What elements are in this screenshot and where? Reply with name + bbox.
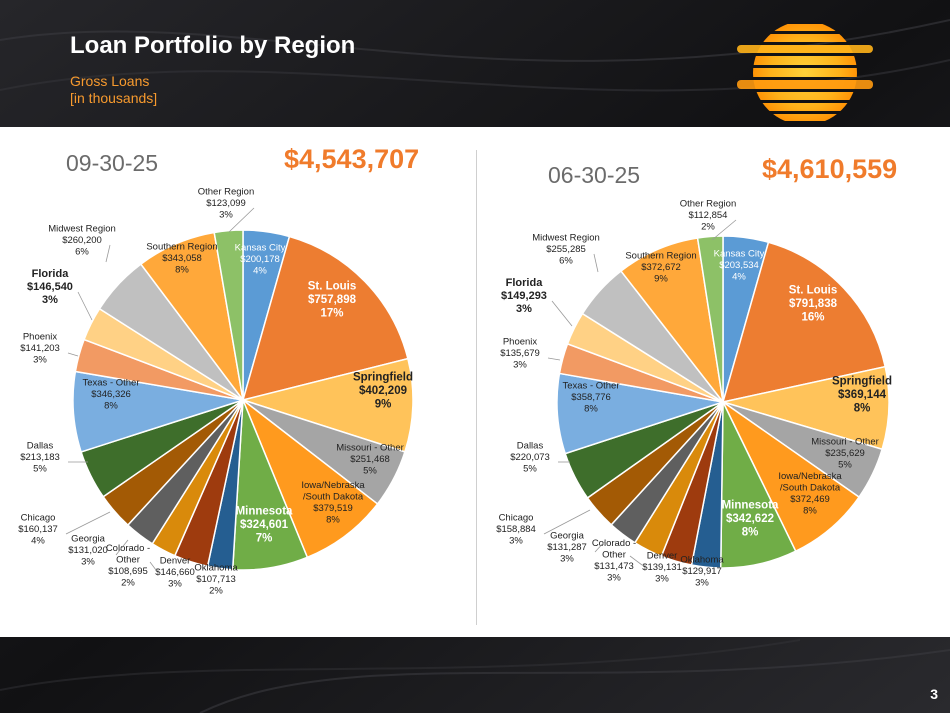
- page-subtitle: Gross Loans [in thousands]: [70, 73, 157, 107]
- slice-label-southern-region: Southern Region $372,672 9%: [625, 251, 696, 285]
- slice-label-colorado-other: Colorado -Other $108,695 2%: [106, 543, 150, 589]
- slice-label-springfield: Springfield $402,209 9%: [353, 372, 413, 411]
- slice-label-denver: Denver $146,660 3%: [155, 556, 195, 590]
- slice-label-oklahoma: Oklahoma $129,917 3%: [680, 555, 724, 589]
- slice-label-georgia: Georgia $131,287 3%: [547, 531, 587, 565]
- leader-line: [594, 539, 607, 553]
- slice-label-colorado-other: Colorado -Other $131,473 3%: [592, 538, 636, 584]
- slice-label-missouri-other: Missouri - Other $251,468 5%: [336, 443, 404, 477]
- slice-label-minnesota: Minnesota $324,601 7%: [236, 506, 293, 545]
- leader-line: [593, 253, 599, 273]
- slice-label-minnesota: Minnesota $342,622 8%: [722, 500, 779, 539]
- slice-label-st-louis: St. Louis $757,898 17%: [308, 281, 357, 320]
- leader-line: [543, 509, 591, 535]
- slice-label-phoenix: Phoenix $135,679 3%: [500, 337, 540, 371]
- slice-label-denver: Denver $139,131 3%: [642, 551, 682, 585]
- slice-label-chicago: Chicago $158,884 3%: [496, 513, 536, 547]
- slice-label-missouri-other: Missouri - Other $235,629 5%: [811, 437, 879, 471]
- chart-2-date: 06-30-25: [548, 162, 641, 188]
- leader-line: [629, 555, 643, 566]
- slice-label-southern-region: Southern Region $343,058 8%: [146, 242, 217, 276]
- slice-label-midwest-region: Midwest Region $255,285 6%: [532, 233, 600, 267]
- chart-1-date: 09-30-25: [66, 150, 159, 176]
- leader-line: [551, 300, 573, 327]
- slice-label-st-louis: St. Louis $791,838 16%: [789, 285, 838, 324]
- slice-label-florida: Florida $149,293 3%: [501, 277, 547, 315]
- subtitle-line-2: [in thousands]: [70, 90, 158, 106]
- pie-chart-2: Kansas City $203,534 4% St. Louis $791,838 16…: [496, 199, 892, 589]
- slice-label-midwest-region: Midwest Region $260,200 6%: [48, 224, 116, 258]
- leader-line: [711, 219, 737, 241]
- leader-line: [77, 291, 93, 321]
- pie-chart-1: Kansas City $200,178 4% St. Louis $757,898 17…: [18, 187, 414, 597]
- slice-label-dallas: Dallas $220,073 5%: [510, 441, 550, 475]
- pie-slice-other-region: [213, 229, 244, 401]
- slice-label-dallas: Dallas $213,183 5%: [20, 441, 60, 475]
- slice-label-texas-other: Texas - Other $358,776 8%: [562, 381, 619, 415]
- slice-label-other-region: Other Region $123,099 3%: [198, 187, 255, 221]
- chart-2-total: $4,610,559: [762, 154, 898, 184]
- subtitle-line-1: Gross Loans: [70, 73, 150, 89]
- leader-line: [228, 207, 255, 233]
- slice-label-kansas-city: Kansas City $203,534 4%: [714, 249, 765, 283]
- slice-label-springfield: Springfield $369,144 8%: [832, 376, 892, 415]
- page-number: 3: [930, 686, 938, 702]
- slice-label-other-region: Other Region $112,854 2%: [680, 199, 737, 233]
- slice-label-kansas-city: Kansas City $200,178 4%: [235, 243, 286, 277]
- leader-line: [67, 352, 79, 357]
- slice-label-florida: Florida $146,540 3%: [27, 268, 73, 306]
- slice-label-iowa-nebraska-south-dakota: Iowa/Nebraska/South Dakota $372,469 8%: [778, 471, 842, 517]
- slice-label-chicago: Chicago $160,137 4%: [18, 513, 58, 547]
- pie-slice-iowa-nebraska-south-dakota: [241, 397, 379, 559]
- leader-line: [547, 357, 561, 361]
- page-title: Loan Portfolio by Region: [70, 32, 356, 59]
- slice-label-oklahoma: Oklahoma $107,713 2%: [194, 563, 238, 597]
- slice-label-texas-other: Texas - Other $346,326 8%: [82, 378, 139, 412]
- leader-line: [65, 511, 111, 535]
- leader-line: [115, 539, 129, 556]
- chart-1-total: $4,543,707: [284, 144, 420, 174]
- panel-divider: [476, 150, 477, 625]
- leader-line: [105, 244, 111, 263]
- pie-slice-st-louis: [241, 235, 409, 402]
- slice-label-georgia: Georgia $131,020 3%: [68, 534, 108, 568]
- slice-label-iowa-nebraska-south-dakota: Iowa/Nebraska/South Dakota $379,519 8%: [301, 480, 365, 526]
- pie-slice-st-louis: [721, 241, 887, 403]
- leader-line: [149, 561, 157, 571]
- pie-slice-other-region: [696, 235, 724, 403]
- company-logo: [737, 24, 873, 121]
- slice-label-phoenix: Phoenix $141,203 3%: [20, 332, 60, 366]
- pie-slice-springfield: [240, 357, 414, 453]
